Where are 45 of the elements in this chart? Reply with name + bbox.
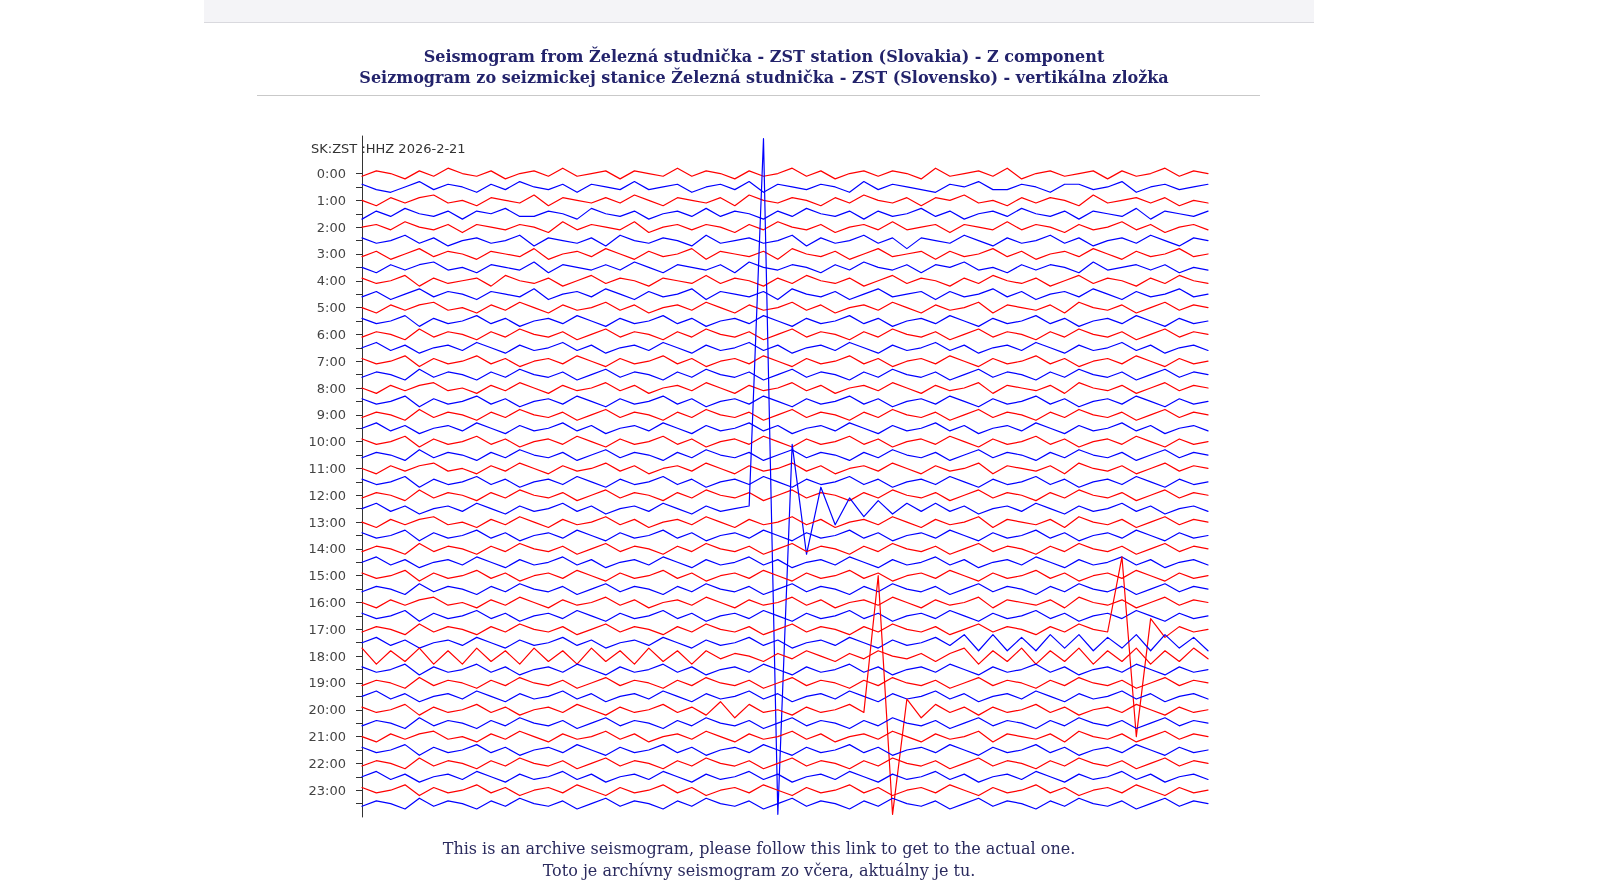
y-tick-label: 5:00	[316, 300, 346, 316]
y-tick-label: 16:00	[308, 595, 346, 611]
line-series	[361, 301, 1209, 314]
line-series	[361, 167, 1209, 180]
text: This is an archive seismogram, please follow this link to get to the actual one.	[442, 838, 1076, 858]
chart-subtitle: Seizmogram zo seizmickej stanice Železná studnička - ZST (Slovensko) - vertikálna zložka	[359, 66, 1169, 87]
y-tick-label: 10:00	[308, 434, 346, 450]
y-tick-label: 1:00	[316, 192, 346, 208]
y-tick-label: 23:00	[308, 782, 346, 798]
y-tick-label: 8:00	[316, 380, 346, 396]
y-tick-label: 15:00	[308, 568, 346, 584]
line-series	[361, 355, 1209, 368]
y-tick-label: 19:00	[308, 675, 346, 691]
y-tick-label: 20:00	[308, 702, 346, 718]
y-tick-label: 9:00	[316, 407, 346, 423]
line-series	[361, 274, 1209, 287]
y-tick-label: 4:00	[316, 273, 346, 289]
y-tick-label: 7:00	[316, 353, 346, 369]
y-tick-label: 0:00	[316, 166, 346, 182]
line-series	[361, 194, 1209, 207]
line-series	[361, 542, 1209, 555]
annotation: SK:ZST :HHZ 2026-2-21	[311, 140, 466, 156]
y-tick-label: 6:00	[316, 326, 346, 342]
y-tick-label: 2:00	[316, 219, 346, 235]
line-series	[361, 435, 1209, 448]
line-series	[361, 328, 1209, 341]
line-series	[361, 138, 1209, 815]
y-tick-label: 12:00	[308, 487, 346, 503]
line-series	[361, 489, 1209, 502]
y-tick-label: 13:00	[308, 514, 346, 530]
y-tick-label: 14:00	[308, 541, 346, 557]
line-series	[361, 221, 1209, 234]
line-series	[361, 248, 1209, 260]
y-tick-label: 22:00	[308, 755, 346, 771]
line-series	[361, 382, 1209, 394]
y-tick-label: 17:00	[308, 621, 346, 637]
text: Toto je archívny seismogram zo včera, aktuálny je tu.	[542, 860, 976, 880]
y-tick-label: 21:00	[308, 729, 346, 745]
y-tick-label: 3:00	[316, 246, 346, 262]
line-series	[361, 408, 1209, 421]
line-series	[361, 516, 1209, 529]
y-tick-label: 11:00	[308, 460, 346, 476]
y-tick-label: 18:00	[308, 648, 346, 664]
chart-title: Seismogram from Železná studnička - ZST station (Slovakia) - Z component	[423, 45, 1105, 66]
line-series	[361, 462, 1209, 475]
